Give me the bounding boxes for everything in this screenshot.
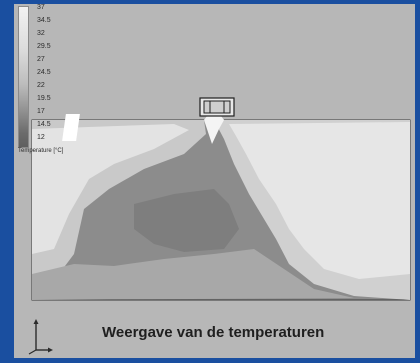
- temperature-plot: [31, 97, 411, 301]
- legend-tick: 29.5: [37, 43, 51, 50]
- legend-tick: 37: [37, 4, 45, 11]
- hot-zone-right: [229, 122, 410, 279]
- legend-tick: 22: [37, 82, 45, 89]
- hot-zone-left: [32, 124, 189, 254]
- legend-tick: 34.5: [37, 17, 51, 24]
- jet-zone: [204, 112, 224, 144]
- legend-tick: 24.5: [37, 69, 51, 76]
- caption: Weergave van de temperaturen: [102, 324, 325, 341]
- temperature-legend: 37 34.5 32 29.5 27 24.5 22 19.5 17 14.5 …: [16, 4, 86, 154]
- legend-title: Temperature [°C]: [18, 148, 64, 154]
- legend-tick: 14.5: [37, 121, 51, 128]
- cool-zone-center: [134, 189, 239, 252]
- legend-tick: 17: [37, 108, 45, 115]
- room-section: [31, 112, 411, 301]
- legend-tick: 27: [37, 56, 45, 63]
- ceiling-unit-icon: [199, 97, 235, 117]
- legend-color-bar: [18, 6, 29, 148]
- legend-tick: 32: [37, 30, 45, 37]
- xyz-axis-icon: [28, 319, 53, 355]
- legend-tick: 12: [37, 134, 45, 141]
- legend-tick: 19.5: [37, 95, 51, 102]
- simulation-panel: 37 34.5 32 29.5 27 24.5 22 19.5 17 14.5 …: [14, 4, 415, 358]
- mid-zone-bottom: [32, 249, 354, 300]
